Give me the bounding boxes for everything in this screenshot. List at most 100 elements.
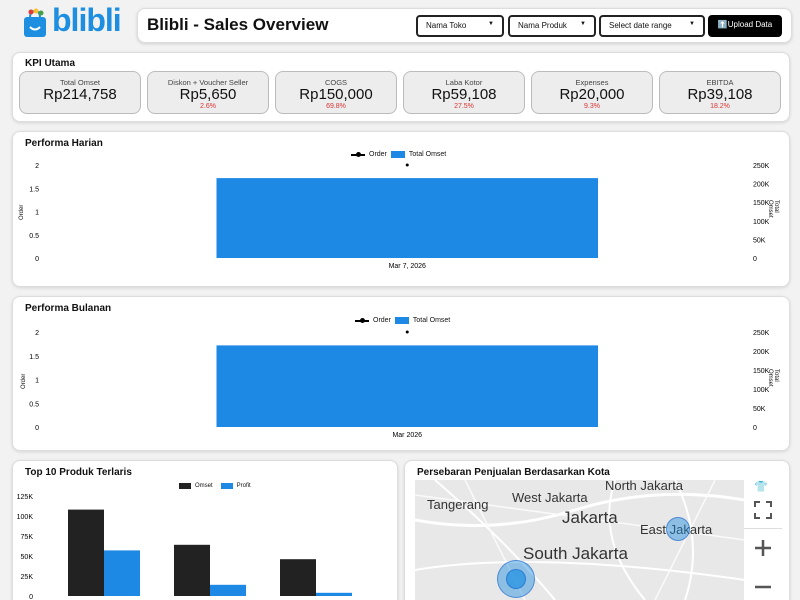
nama-produk-dropdown[interactable]: Nama Produk ▼ bbox=[508, 15, 596, 37]
kpi-value: Rp5,650 bbox=[179, 86, 237, 103]
y-tick-label: 2 bbox=[35, 163, 39, 170]
kpi-percent: 9.3% bbox=[584, 103, 600, 110]
y-tick-label: 1 bbox=[35, 378, 39, 385]
kpi-value: Rp59,108 bbox=[431, 86, 497, 103]
dropdown-label: Nama Toko bbox=[426, 21, 467, 30]
legend-line-swatch bbox=[351, 151, 365, 157]
chart-legend: Order Total Omset bbox=[351, 151, 446, 158]
y2-tick-label: 150K bbox=[753, 200, 770, 207]
dropdown-label: Nama Produk bbox=[518, 21, 567, 30]
map-label: South Jakarta bbox=[523, 544, 628, 563]
map-roads bbox=[415, 480, 746, 600]
kpi-percent: 18.2% bbox=[710, 103, 730, 110]
caret-down-icon: ▼ bbox=[488, 21, 494, 27]
kpi-value: Rp214,758 bbox=[43, 86, 117, 103]
kpi-total-omset: Total Omset Rp214,758 bbox=[19, 71, 141, 114]
omset-bar[interactable] bbox=[216, 345, 599, 427]
kpi-label: Expenses bbox=[575, 78, 609, 87]
logo-text: blibli bbox=[52, 2, 122, 38]
divider bbox=[744, 528, 782, 529]
kpi-diskon: Diskon + Voucher Seller Rp5,650 2.6% bbox=[147, 71, 269, 114]
dropdown-label: Select date range bbox=[609, 21, 672, 30]
y2-tick-label: 0 bbox=[753, 256, 757, 263]
y-tick-label: 0.5 bbox=[29, 401, 39, 408]
legend-label: Order bbox=[373, 317, 391, 324]
y-tick-label: 0 bbox=[35, 425, 39, 432]
y-tick-label: 0.5 bbox=[29, 233, 39, 240]
kpi-label: Diskon + Voucher Seller bbox=[167, 78, 249, 87]
y2-tick-label: 100K bbox=[753, 219, 770, 226]
y-tick-label: 0 bbox=[29, 594, 33, 600]
nama-toko-dropdown[interactable]: Nama Toko ▼ bbox=[416, 15, 504, 37]
order-point[interactable] bbox=[405, 163, 409, 167]
plot-area: 125K 100K 75K 50K 25K 0 bbox=[13, 461, 399, 600]
map-label: Jakarta bbox=[562, 508, 618, 527]
y-tick-label: 75K bbox=[21, 534, 34, 541]
kpi-label: COGS bbox=[324, 78, 348, 87]
kpi-laba-kotor: Laba Kotor Rp59,108 27.5% bbox=[403, 71, 525, 114]
shopping-bag-icon bbox=[24, 8, 46, 37]
map-controls: 👕 bbox=[744, 480, 782, 600]
omset-bar[interactable] bbox=[280, 559, 316, 596]
y2-tick-label: 50K bbox=[753, 237, 766, 244]
y-tick-label: 100K bbox=[17, 514, 34, 521]
y-tick-label: 1 bbox=[35, 210, 39, 217]
y-tick-label: 2 bbox=[35, 330, 39, 337]
kpi-label: EBITDA bbox=[706, 78, 734, 87]
zoom-in-icon[interactable] bbox=[753, 538, 773, 558]
profit-bar[interactable] bbox=[316, 592, 352, 596]
profit-bar[interactable] bbox=[104, 550, 140, 596]
kpi-cogs: COGS Rp150,000 69.8% bbox=[275, 71, 397, 114]
x-tick-label: Mar 2026 bbox=[392, 432, 422, 439]
y2-tick-label: 250K bbox=[753, 163, 770, 170]
map-label: West Jakarta bbox=[512, 490, 588, 505]
header-bar: Blibli - Sales Overview Nama Toko ▼ Nama… bbox=[137, 8, 792, 43]
omset-bar[interactable] bbox=[174, 544, 210, 596]
chart-title: Top 10 Produk Terlaris bbox=[25, 467, 132, 478]
zoom-out-icon[interactable] bbox=[753, 577, 773, 597]
kpi-title: KPI Utama bbox=[25, 58, 76, 69]
map-label: North Jakarta bbox=[605, 480, 684, 493]
city-map[interactable]: Tangerang West Jakarta North Jakarta Jak… bbox=[415, 480, 782, 600]
upload-data-button[interactable]: ⬆️Upload Data bbox=[708, 15, 782, 37]
y2-tick-label: 200K bbox=[753, 182, 770, 189]
legend-label: Total Omset bbox=[412, 317, 451, 324]
plot-area: 2 1.5 1 0.5 0 250K 200K 150K 100K 50K 0 Mar 7, 2026 bbox=[29, 163, 769, 270]
profit-bar[interactable] bbox=[210, 584, 246, 596]
legend-box-swatch bbox=[390, 151, 405, 158]
kpi-ebitda: EBITDA Rp39,108 18.2% bbox=[659, 71, 781, 114]
chart-svg: 2 1.5 1 0.5 0 250K 200K 150K 100K 50K 0 Mar 2026 bbox=[29, 330, 769, 439]
map-label: Tangerang bbox=[427, 497, 489, 512]
performa-bulanan-card: Performa Bulanan Order Total Omset 2 1.5 1… bbox=[12, 296, 790, 451]
chart-title: Performa Bulanan bbox=[25, 303, 112, 314]
omset-bar[interactable] bbox=[68, 509, 104, 596]
y-tick-label: 0 bbox=[35, 256, 39, 263]
sales-bubble[interactable] bbox=[666, 517, 690, 541]
y2-tick-label: 50K bbox=[753, 406, 766, 413]
pegman-icon[interactable]: 👕 bbox=[754, 481, 768, 493]
fullscreen-icon[interactable] bbox=[753, 500, 773, 520]
sales-bubble[interactable] bbox=[506, 569, 526, 589]
legend-line-swatch bbox=[355, 317, 369, 323]
chart-svg: 2 1.5 1 0.5 0 250K 200K 150K 100K 50K 0 Mar 7, 2026 bbox=[29, 163, 769, 270]
chart-legend: Order Total Omset bbox=[355, 317, 450, 324]
y2-tick-label: 250K bbox=[753, 330, 770, 337]
y-tick-label: 50K bbox=[21, 554, 34, 561]
page-title: Blibli - Sales Overview bbox=[147, 15, 329, 34]
date-range-dropdown[interactable]: Select date range ▼ bbox=[599, 15, 705, 37]
kpi-percent: 2.6% bbox=[200, 103, 216, 110]
omset-bar[interactable] bbox=[216, 178, 599, 258]
y-tick-label: 1.5 bbox=[29, 186, 39, 193]
legend-label: Omset bbox=[195, 483, 213, 489]
caret-down-icon: ▼ bbox=[580, 21, 586, 27]
y-axis-label: Order bbox=[21, 373, 27, 389]
legend-label: Profit bbox=[236, 483, 251, 489]
y2-axis-label: Total Omset bbox=[767, 369, 779, 387]
legend-box-swatch bbox=[394, 317, 409, 324]
kpi-value: Rp39,108 bbox=[687, 86, 753, 103]
y2-tick-label: 100K bbox=[753, 387, 770, 394]
order-point[interactable] bbox=[405, 330, 409, 334]
legend-box-swatch bbox=[220, 483, 233, 489]
y-tick-label: 125K bbox=[17, 494, 34, 501]
kpi-label: Laba Kotor bbox=[445, 78, 483, 87]
